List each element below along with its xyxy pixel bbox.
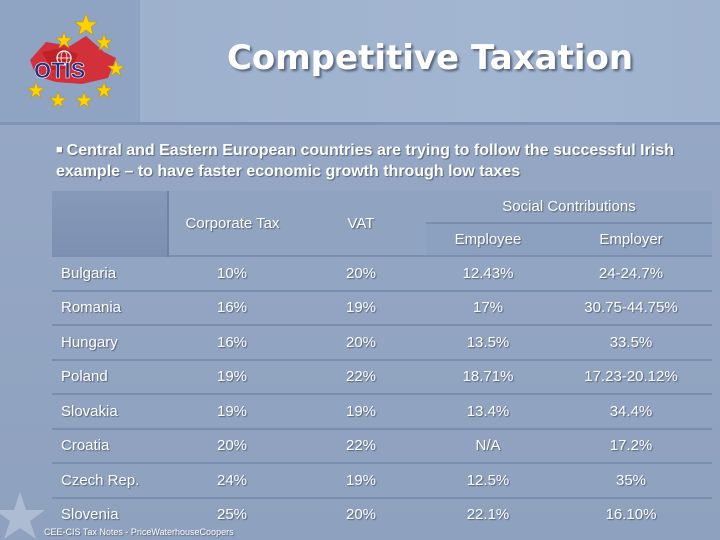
cell-vat: 22%: [296, 358, 426, 394]
bullet-icon: ■: [56, 144, 63, 156]
cell-employer: 24-24.7%: [550, 255, 712, 291]
cell-corporate-tax: 20%: [168, 427, 296, 463]
cell-country: Poland: [52, 358, 168, 394]
cell-corporate-tax: 24%: [168, 462, 296, 498]
otis-logo: OTIS: [27, 13, 125, 107]
cell-corporate-tax: 19%: [168, 358, 296, 394]
header-vat: VAT: [296, 191, 426, 256]
table-corner: [52, 191, 169, 256]
cell-employer: 34.4%: [550, 393, 712, 429]
cell-vat: 19%: [296, 393, 426, 429]
cell-vat: 20%: [296, 324, 426, 360]
table-row: Poland 19% 22% 18.71% 17.23-20.12%: [52, 358, 712, 394]
cell-employer: 35%: [550, 462, 712, 498]
cell-employee: N/A: [426, 427, 550, 463]
table-row: Romania 16% 19% 17% 30.75-44.75%: [52, 289, 712, 325]
table-row: Hungary 16% 20% 13.5% 33.5%: [52, 324, 712, 360]
cell-employee: 17%: [426, 289, 550, 325]
cell-corporate-tax: 16%: [168, 289, 296, 325]
table-row: Bulgaria 10% 20% 12.43% 24-24.7%: [52, 255, 712, 291]
table-row: Slovenia 25% 20% 22.1% 16.10%: [52, 496, 712, 531]
star-icon: [0, 492, 45, 539]
tax-table: Corporate Tax VAT Social Contributions E…: [52, 191, 712, 531]
cell-vat: 19%: [296, 462, 426, 498]
cell-country: Croatia: [52, 427, 168, 463]
cell-employee: 18.71%: [426, 358, 550, 394]
header-employee: Employee: [426, 222, 550, 256]
slide-title: Competitive Taxation: [226, 38, 634, 78]
intro-text-content: Central and Eastern European countries a…: [56, 142, 674, 180]
cell-corporate-tax: 10%: [168, 255, 296, 291]
cell-corporate-tax: 16%: [168, 324, 296, 360]
cell-vat: 20%: [296, 255, 426, 291]
cell-vat: 19%: [296, 289, 426, 325]
footer-source: CEE-CIS Tax Notes - PriceWaterhouseCoope…: [44, 527, 234, 537]
header-employer: Employer: [550, 222, 712, 256]
header-social-contributions: Social Contributions: [426, 191, 712, 223]
header-corporate-tax: Corporate Tax: [168, 191, 296, 256]
cell-country: Bulgaria: [52, 255, 168, 291]
cell-employee: 12.5%: [426, 462, 550, 498]
cell-country: Slovenia: [52, 496, 168, 531]
header-divider: [0, 122, 720, 125]
title-strip: [140, 0, 720, 122]
cell-employer: 17.23-20.12%: [550, 358, 712, 394]
table-row: Croatia 20% 22% N/A 17.2%: [52, 427, 712, 463]
cell-country: Romania: [52, 289, 168, 325]
cell-employer: 16.10%: [550, 496, 712, 531]
svg-text:OTIS: OTIS: [34, 58, 85, 83]
cell-employer: 17.2%: [550, 427, 712, 463]
cell-country: Hungary: [52, 324, 168, 360]
star-icon: [27, 13, 125, 107]
cell-country: Czech Rep.: [52, 462, 168, 498]
cell-country: Slovakia: [52, 393, 168, 429]
intro-text: ■ Central and Eastern European countries …: [56, 140, 716, 182]
globe-icon: [56, 50, 72, 66]
cell-vat: 20%: [296, 496, 426, 531]
cell-vat: 22%: [296, 427, 426, 463]
cell-employer: 30.75-44.75%: [550, 289, 712, 325]
cell-employee: 12.43%: [426, 255, 550, 291]
cell-employee: 22.1%: [426, 496, 550, 531]
cell-employee: 13.5%: [426, 324, 550, 360]
cell-employer: 33.5%: [550, 324, 712, 360]
cell-corporate-tax: 25%: [168, 496, 296, 531]
table-row: Czech Rep. 24% 19% 12.5% 35%: [52, 462, 712, 498]
table-row: Slovakia 19% 19% 13.4% 34.4%: [52, 393, 712, 429]
cell-employee: 13.4%: [426, 393, 550, 429]
cell-corporate-tax: 19%: [168, 393, 296, 429]
